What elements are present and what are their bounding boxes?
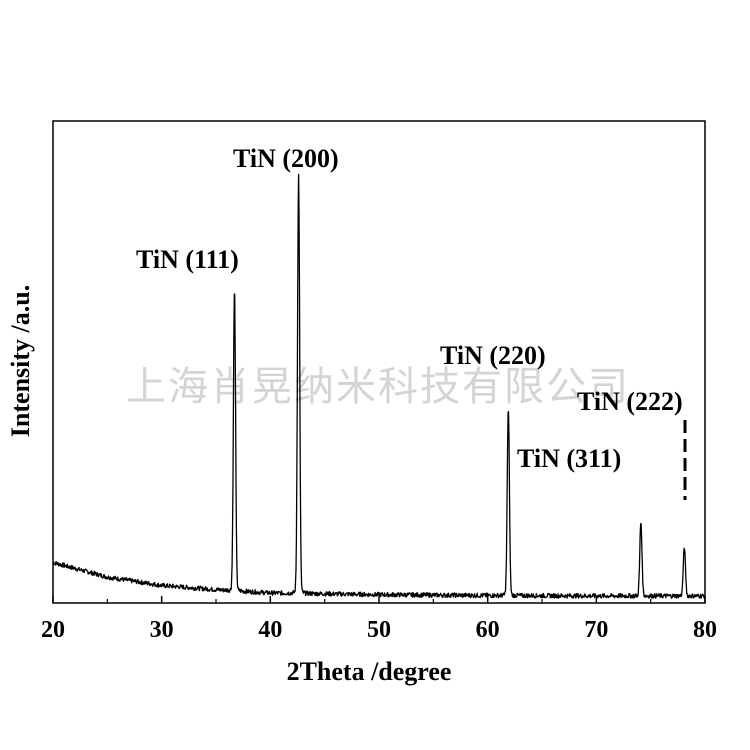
- x-tick-label-20: 20: [41, 617, 65, 643]
- x-tick-label-40: 40: [258, 617, 282, 643]
- x-axis-ticks: [52, 596, 706, 603]
- xrd-spectrum-line: [52, 173, 706, 599]
- x-axis-title: 2Theta /degree: [287, 657, 452, 686]
- peak-label-220: TiN (220): [440, 341, 546, 370]
- x-tick-label-80: 80: [693, 617, 717, 643]
- watermark-text: 上海肖晃纳米科技有限公司: [126, 364, 630, 410]
- x-tick-label-50: 50: [367, 617, 391, 643]
- peak-label-311: TiN (311): [517, 444, 621, 473]
- x-axis-tick-labels: 20 30 40 50 60 70 80: [41, 617, 717, 643]
- x-tick-label-70: 70: [584, 617, 608, 643]
- peak-label-222: TiN (222): [577, 387, 683, 416]
- x-tick-label-30: 30: [150, 617, 174, 643]
- y-axis-title: Intensity /a.u.: [6, 285, 35, 437]
- peak-label-111: TiN (111): [136, 245, 239, 274]
- x-tick-label-60: 60: [476, 617, 500, 643]
- plot-frame: [52, 120, 706, 604]
- peak-label-200: TiN (200): [233, 144, 339, 173]
